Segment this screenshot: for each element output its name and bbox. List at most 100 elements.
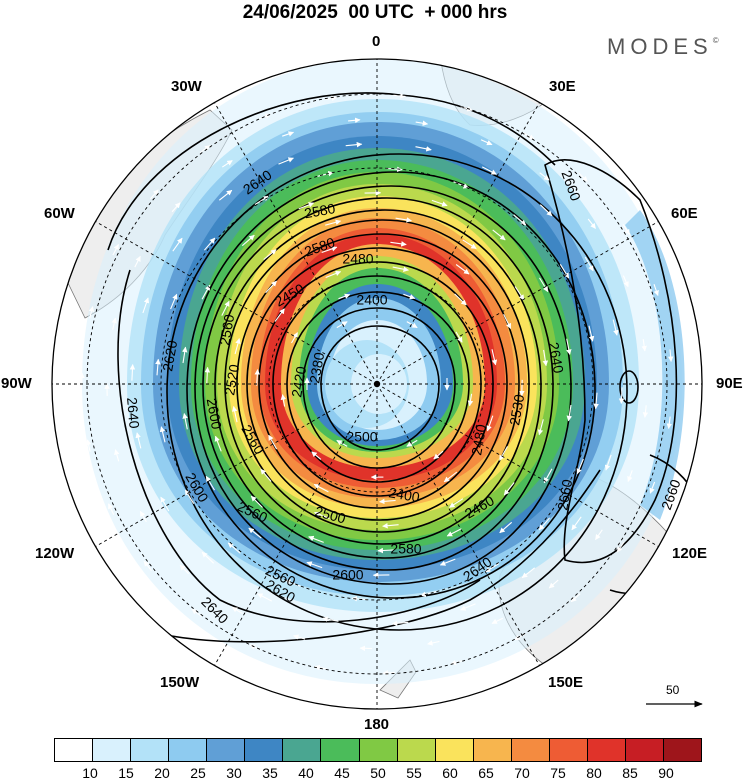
wind-arrow: [521, 567, 536, 579]
wind-arrow: [142, 297, 150, 314]
wind-arrow: [293, 634, 306, 640]
contour-line: [236, 233, 520, 533]
colorbar-tick-label: 10: [82, 765, 98, 781]
wind-arrow: [204, 366, 211, 384]
wind-arrow: [642, 405, 649, 418]
wind-arrow: [570, 593, 581, 603]
colorbar-swatch: [435, 739, 474, 761]
wind-arrow: [231, 606, 243, 615]
wind-arrow: [172, 237, 183, 252]
colorbar-swatch: [207, 739, 246, 761]
wind-arrow: [306, 561, 323, 569]
wind-arrow: [584, 256, 594, 272]
wind-arrow: [227, 542, 241, 554]
brand-logo: MODES©: [607, 34, 719, 60]
lon-label-90e: 90E: [716, 375, 743, 392]
wind-arrow: [282, 131, 295, 137]
wind-arrow: [254, 369, 261, 386]
contour-label: 2600: [332, 567, 363, 583]
contour-label: 2420: [288, 365, 309, 399]
contour-label: 2580: [390, 541, 421, 557]
wind-arrow: [336, 439, 348, 447]
contour-line: [619, 370, 639, 404]
wind-arrow: [291, 332, 298, 344]
wind-arrow: [88, 306, 95, 319]
meridian-line: [376, 383, 659, 547]
wind-arrow: [543, 468, 553, 484]
lon-label-150e: 150E: [548, 674, 584, 691]
wind-arrow: [268, 434, 278, 450]
wind-arrow: [231, 405, 238, 423]
wind-arrow: [513, 214, 527, 226]
wind-arrow: [514, 286, 525, 301]
wind-arrow: [379, 498, 396, 505]
wind-arrow: [618, 387, 625, 404]
wind-arrow: [392, 266, 409, 272]
colorbar-tick-label: 15: [118, 765, 134, 781]
colorbar-swatch: [625, 739, 664, 761]
colorbar-tick-label: 25: [190, 765, 206, 781]
wind-arrow: [420, 591, 437, 598]
wind-arrow: [446, 528, 462, 537]
wind-arrow: [171, 202, 181, 213]
wind-arrow: [499, 521, 513, 534]
wind-arrow: [649, 481, 656, 494]
colorbar-tick-label: 80: [586, 765, 602, 781]
contour-line: [544, 159, 678, 564]
wind-arrow: [313, 483, 329, 493]
wind-arrow: [622, 275, 629, 288]
wind-arrow: [491, 349, 498, 366]
wind-arrow: [616, 541, 625, 553]
wind-arrow: [467, 393, 474, 407]
wind-arrow: [108, 503, 115, 515]
wind-vectors: [79, 93, 674, 676]
colorbar-swatch: [321, 739, 360, 761]
colorbar-swatch: [55, 739, 94, 761]
wind-arrow: [382, 522, 399, 529]
lon-label-30w: 30W: [171, 78, 202, 95]
wind-arrow: [325, 219, 342, 226]
wind-arrow: [393, 93, 406, 99]
wind-arrow: [514, 633, 526, 641]
wind-arrow: [431, 199, 448, 207]
contour-label: 2500: [346, 429, 377, 445]
wind-speed-band: [625, 210, 685, 520]
wind-arrow: [427, 640, 440, 646]
colorbar-swatch: [245, 739, 284, 761]
contour-label: 2580: [303, 200, 337, 221]
wind-arrow: [114, 449, 120, 462]
wind-arrow: [201, 551, 215, 564]
wind-arrow: [260, 468, 272, 482]
wind-arrow: [139, 510, 147, 523]
wind-arrow: [612, 319, 619, 336]
reference-vector-label: 50: [666, 683, 680, 697]
wind-arrow: [481, 166, 497, 175]
contour-line: [202, 197, 554, 571]
contour-label: 2600: [204, 397, 225, 431]
colorbar-swatch: [397, 739, 436, 761]
wind-arrow: [250, 495, 263, 508]
wind-arrow: [492, 229, 506, 241]
contour-label: 2640: [546, 341, 567, 375]
wind-arrow: [548, 579, 559, 589]
wind-arrow: [184, 489, 195, 504]
wind-arrow: [221, 300, 230, 316]
wind-arrow: [538, 517, 551, 531]
wind-arrow: [336, 321, 348, 329]
wind-arrow: [298, 202, 315, 210]
contour-label: 2480: [342, 251, 373, 267]
wind-arrow: [134, 255, 141, 268]
wind-arrow: [571, 516, 582, 531]
wind-arrow: [486, 415, 494, 432]
wind-arrow: [539, 204, 553, 217]
colorbar-swatch: [283, 739, 322, 761]
map-title: 24/06/2025 00 UTC + 000 hrs: [242, 2, 508, 23]
wind-arrow: [539, 172, 550, 181]
contour-line: [166, 153, 628, 631]
wind-arrow: [499, 446, 508, 461]
wind-arrow: [559, 264, 570, 279]
wind-arrow: [382, 670, 396, 676]
contour-label: 2500: [313, 503, 347, 527]
wind-arrow: [221, 160, 233, 168]
wind-arrow: [449, 498, 464, 508]
